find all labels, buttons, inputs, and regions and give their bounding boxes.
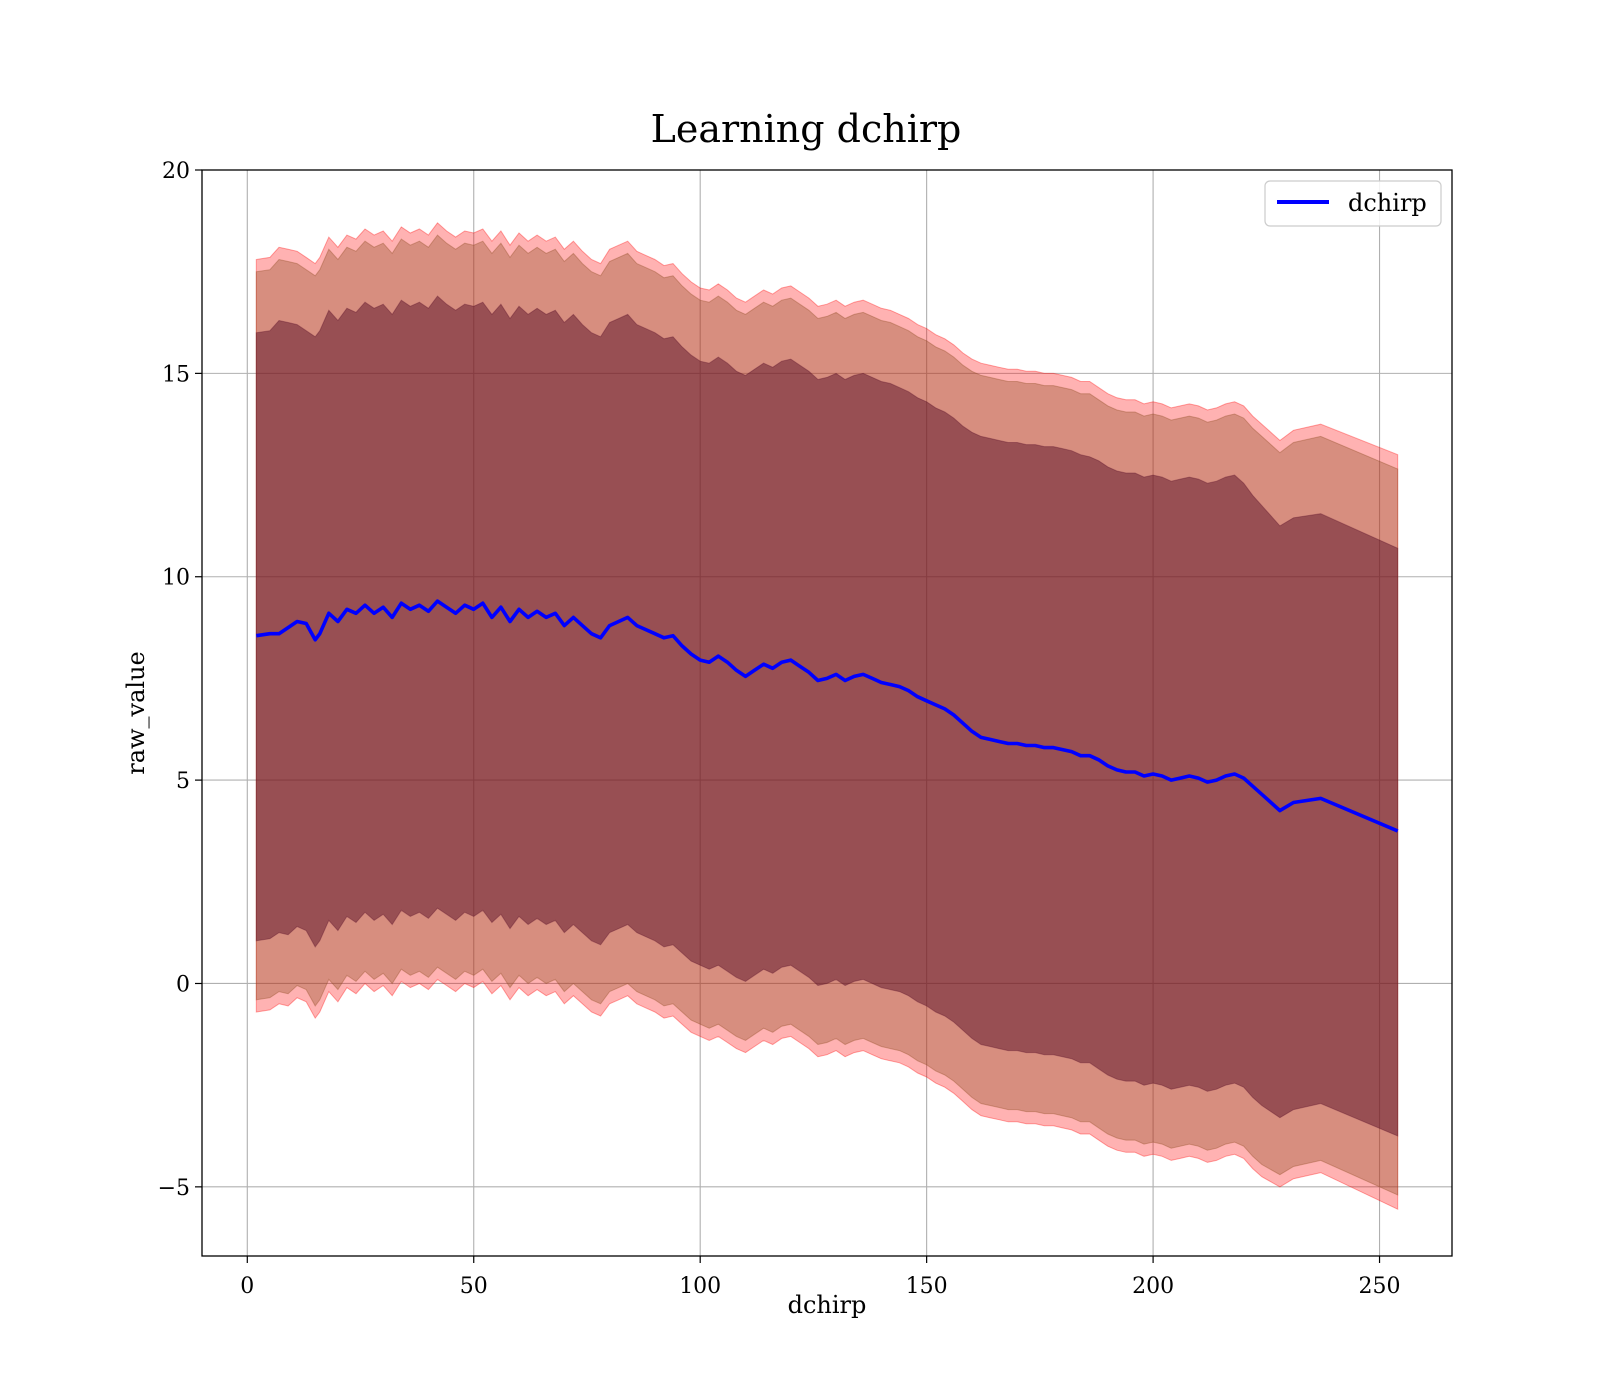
y-tick-label-5: 20 <box>162 159 190 184</box>
legend-box <box>1264 180 1442 227</box>
x-tick-label-4: 200 <box>1132 1274 1174 1299</box>
x-tick-label-0: 0 <box>240 1274 254 1299</box>
y-tick-label-1: 0 <box>176 972 190 997</box>
y-tick-label-0: −5 <box>158 1176 190 1201</box>
legend-entry-dchirp: dchirp <box>1348 189 1427 217</box>
x-tick-label-1: 50 <box>460 1274 488 1299</box>
x-tick-label-5: 250 <box>1359 1274 1401 1299</box>
legend: dchirp <box>1264 180 1442 227</box>
chart-title: Learning dchirp <box>651 107 962 151</box>
y-tick-label-4: 15 <box>162 362 190 387</box>
y-tick-label-3: 10 <box>162 566 190 591</box>
x-tick-label-3: 150 <box>906 1274 948 1299</box>
series-lines <box>256 599 1399 833</box>
y-axis-label: raw_value <box>122 651 150 775</box>
x-axis-label: dchirp <box>788 1291 867 1319</box>
series-line-dchirp <box>256 599 1399 833</box>
plot-frame <box>201 169 1453 1257</box>
x-tick-label-2: 100 <box>679 1274 721 1299</box>
band-inner <box>255 295 1399 1137</box>
axis-ticks: 0 50 100 150 200 250 −5 0 5 10 15 20 <box>158 159 1401 1299</box>
confidence-bands <box>255 222 1399 1210</box>
y-tick-label-2: 5 <box>176 769 190 794</box>
